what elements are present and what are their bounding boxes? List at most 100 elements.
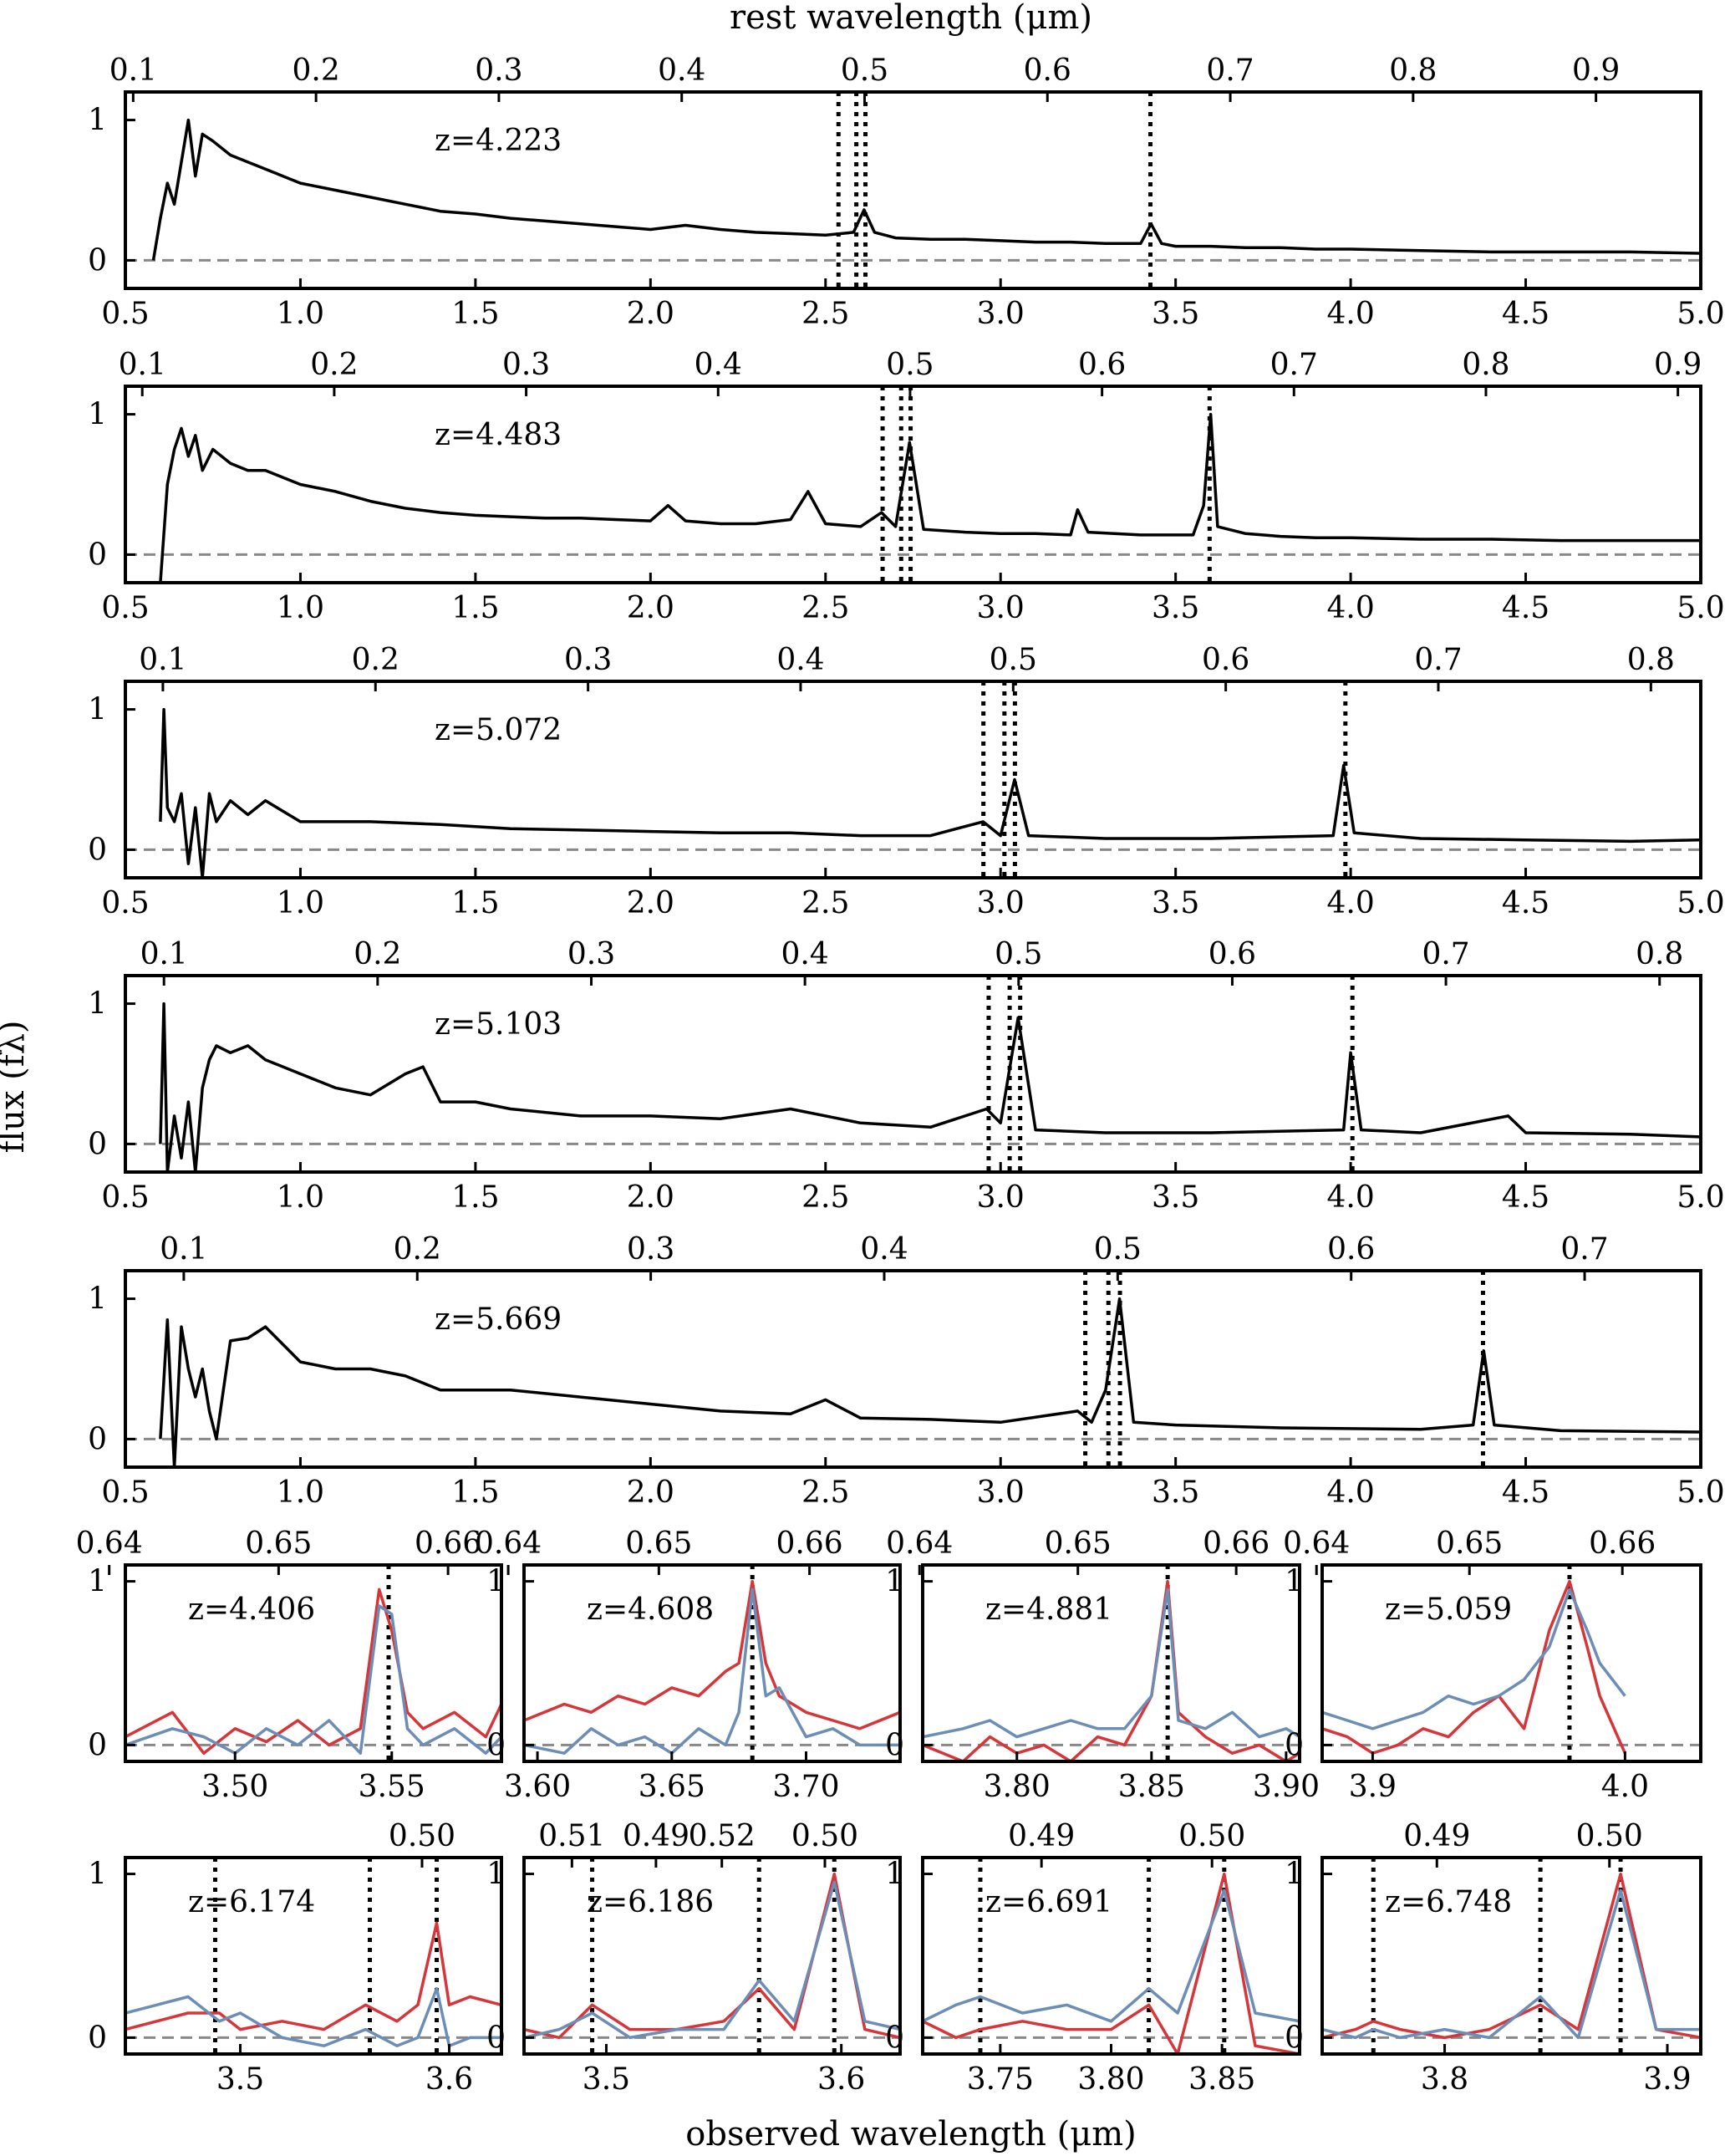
y-tick-label: 1 bbox=[88, 104, 107, 138]
spectrum-line bbox=[923, 1888, 1300, 2023]
redshift-label: z=5.669 bbox=[435, 1302, 562, 1337]
rest-tick-label: 0.1 bbox=[109, 54, 157, 88]
spectrum-line bbox=[125, 1986, 501, 2047]
series-group bbox=[923, 1579, 1300, 1761]
rest-tick-label: 0.51 bbox=[538, 1819, 605, 1853]
panel-frame bbox=[124, 385, 1702, 584]
rest-tick-label: 0.4 bbox=[658, 54, 705, 88]
x-tick-label: 3.5 bbox=[216, 2062, 264, 2097]
x-tick-label: 2.5 bbox=[801, 1180, 849, 1215]
x-tick-label: 0.5 bbox=[101, 886, 149, 920]
x-tick-label: 0.5 bbox=[101, 591, 149, 625]
x-tick-label: 3.50 bbox=[201, 1770, 268, 1804]
spectrum-line bbox=[159, 1002, 1701, 1172]
rest-tick-label: 0.3 bbox=[502, 348, 550, 382]
series-group bbox=[151, 118, 1701, 261]
series-group bbox=[125, 1921, 501, 2047]
x-tick-label: 2.0 bbox=[627, 886, 674, 920]
x-tick-label: 1.5 bbox=[451, 591, 499, 625]
x-tick-label: 3.6 bbox=[425, 2062, 473, 2097]
x-tick-label: 2.5 bbox=[801, 297, 849, 331]
rest-tick-label: 0.3 bbox=[564, 643, 612, 677]
rest-tick-label: 0.5 bbox=[841, 54, 888, 88]
x-tick-label: 4.0 bbox=[1326, 886, 1374, 920]
rest-tick-label: 0.3 bbox=[475, 54, 522, 88]
rest-tick-label: 0.5 bbox=[995, 937, 1042, 971]
x-tick-label: 3.8 bbox=[1421, 2062, 1468, 2097]
x-tick-label: 2.0 bbox=[627, 591, 674, 625]
top-axis-title: rest wavelength (μm) bbox=[730, 0, 1092, 37]
rest-tick-label: 0.9 bbox=[1654, 348, 1702, 382]
y-tick-label: 0 bbox=[88, 1127, 107, 1161]
rest-tick-label: 0.9 bbox=[1572, 54, 1620, 88]
spectrum-panel: 3.60 3.65 3.70 0.64 0.65 0.66 0 1 z=4.608 bbox=[475, 1527, 902, 1804]
rest-tick-label: 0.65 bbox=[1045, 1527, 1112, 1561]
redshift-label: z=5.072 bbox=[435, 713, 562, 747]
x-tick-label: 3.70 bbox=[772, 1770, 839, 1804]
spectrum-panel: 0.5 1.0 1.5 2.0 2.5 3.0 3.5 4.0 4.5 5.0 0.1 0.2 0.3 0… bbox=[88, 348, 1725, 625]
spectrum-line bbox=[151, 118, 1701, 261]
rest-tick-label: 0.6 bbox=[1202, 643, 1249, 677]
panel-frame bbox=[1320, 1563, 1702, 1763]
rest-tick-label: 0.5 bbox=[990, 643, 1037, 677]
panel-frame bbox=[124, 974, 1702, 1174]
spectrum-line bbox=[125, 1588, 501, 1755]
x-tick-label: 3.80 bbox=[984, 1770, 1051, 1804]
x-tick-label: 5.0 bbox=[1677, 591, 1724, 625]
x-tick-label: 2.0 bbox=[627, 1476, 674, 1510]
series-group bbox=[159, 1002, 1701, 1172]
panel-frame bbox=[124, 1269, 1702, 1469]
rest-tick-label: 0.2 bbox=[394, 1232, 441, 1267]
x-tick-label: 4.0 bbox=[1326, 1180, 1374, 1215]
x-tick-label: 2.5 bbox=[801, 886, 849, 920]
y-tick-label: 1 bbox=[1285, 1565, 1304, 1599]
y-tick-label: 1 bbox=[486, 1565, 506, 1599]
spectrum-line bbox=[524, 1880, 900, 2040]
rest-tick-label: 0.50 bbox=[791, 1819, 858, 1853]
panel-frame bbox=[124, 1563, 503, 1763]
rest-tick-label: 0.66 bbox=[415, 1527, 481, 1561]
rest-tick-label: 0.8 bbox=[1636, 937, 1683, 971]
rest-tick-label: 0.4 bbox=[776, 643, 824, 677]
y-tick-label: 1 bbox=[1285, 1858, 1304, 1892]
x-tick-label: 3.5 bbox=[1152, 1180, 1199, 1215]
series-group bbox=[1322, 1872, 1701, 2040]
x-tick-label: 5.0 bbox=[1677, 297, 1724, 331]
rest-tick-label: 0.7 bbox=[1206, 54, 1254, 88]
panel-frame bbox=[522, 1856, 902, 2056]
x-tick-label: 3.0 bbox=[977, 1476, 1025, 1510]
rest-tick-label: 0.65 bbox=[625, 1527, 692, 1561]
rest-tick-label: 0.2 bbox=[354, 937, 401, 971]
x-tick-label: 0.5 bbox=[101, 1180, 149, 1215]
y-tick-label: 0 bbox=[88, 1422, 107, 1456]
rest-tick-label: 0.7 bbox=[1414, 643, 1462, 677]
x-tick-label: 3.9 bbox=[1643, 2062, 1691, 2097]
rest-tick-label: 0.6 bbox=[1078, 348, 1126, 382]
rest-tick-label: 0.64 bbox=[886, 1527, 953, 1561]
spectrum-panel: 3.5 3.6 0.50 0.51 0.52 0 1 z=6.174 bbox=[88, 1819, 756, 2097]
rest-tick-label: 0.8 bbox=[1627, 643, 1675, 677]
rest-tick-label: 0.49 bbox=[1403, 1819, 1470, 1853]
panels-group: 0.5 1.0 1.5 2.0 2.5 3.0 3.5 4.0 4.5 5.0 0.1 0.2 0.3 0… bbox=[76, 54, 1725, 2097]
rest-tick-label: 0.8 bbox=[1389, 54, 1437, 88]
panel-frame bbox=[921, 1563, 1301, 1763]
x-tick-label: 3.65 bbox=[639, 1770, 705, 1804]
x-tick-label: 3.5 bbox=[1152, 297, 1199, 331]
redshift-label: z=4.483 bbox=[435, 418, 562, 452]
x-tick-label: 4.5 bbox=[1502, 886, 1549, 920]
x-tick-label: 1.0 bbox=[277, 297, 324, 331]
redshift-label: z=4.881 bbox=[985, 1593, 1112, 1627]
x-tick-label: 1.0 bbox=[277, 886, 324, 920]
x-tick-label: 2.5 bbox=[801, 1476, 849, 1510]
y-tick-label: 1 bbox=[88, 1565, 107, 1599]
y-tick-label: 0 bbox=[1285, 2021, 1304, 2055]
rest-tick-label: 0.3 bbox=[567, 937, 615, 971]
y-tick-label: 1 bbox=[486, 1858, 506, 1892]
rest-tick-label: 0.7 bbox=[1270, 348, 1318, 382]
redshift-label: z=6.691 bbox=[985, 1885, 1112, 1919]
spectrum-panel: 0.5 1.0 1.5 2.0 2.5 3.0 3.5 4.0 4.5 5.0 0.1 0.2 0.3 0… bbox=[88, 937, 1725, 1215]
spectrum-panel: 3.75 3.80 3.85 0.49 0.50 0 1 z=6.691 bbox=[885, 1819, 1301, 2097]
x-tick-label: 5.0 bbox=[1677, 886, 1724, 920]
x-tick-label: 4.5 bbox=[1502, 1180, 1549, 1215]
rest-tick-label: 0.1 bbox=[119, 348, 166, 382]
